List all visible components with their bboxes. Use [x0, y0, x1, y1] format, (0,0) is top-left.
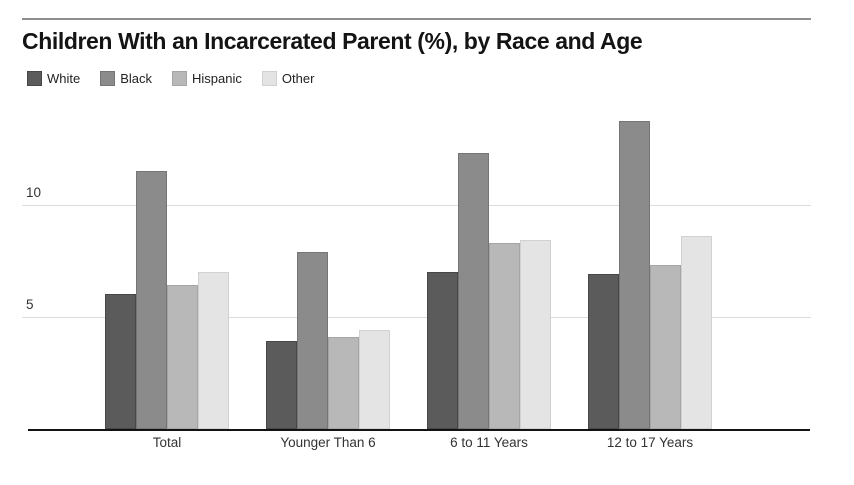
legend-label-black: Black — [120, 71, 153, 86]
legend-label-hispanic: Hispanic — [192, 71, 242, 86]
bar-total-black — [136, 171, 167, 429]
legend-label-white: White — [47, 71, 81, 86]
bar-total-hispanic — [167, 285, 198, 429]
legend-swatch-white — [27, 71, 42, 86]
bar-younger-than-6-black — [297, 252, 328, 429]
bar-younger-than-6-other — [359, 330, 390, 429]
x-axis-category-label-younger-than-6: Younger Than 6 — [280, 435, 376, 450]
x-axis-line — [28, 429, 810, 431]
bar-12-to-17-years-other — [681, 236, 712, 429]
chart-title: Children With an Incarcerated Parent (%)… — [22, 28, 643, 54]
legend-swatch-other — [261, 71, 277, 86]
y-axis-tick-label-10: 10 — [26, 185, 42, 200]
bar-6-to-11-years-black — [458, 153, 489, 429]
bar-6-to-11-years-hispanic — [489, 243, 520, 429]
y-axis-tick-label-5: 5 — [26, 297, 34, 312]
legend-label-other: Other — [281, 71, 315, 86]
gridline-10 — [22, 205, 811, 206]
bar-younger-than-6-hispanic — [328, 337, 359, 429]
bar-12-to-17-years-black — [619, 121, 650, 429]
legend-item-hispanic: Hispanic — [172, 71, 242, 86]
legend-swatch-black — [100, 71, 116, 86]
legend-swatch-hispanic — [172, 71, 188, 86]
bar-12-to-17-years-white — [588, 274, 619, 429]
top-rule-divider — [22, 18, 811, 20]
x-axis-category-label-6-to-11-years: 6 to 11 Years — [450, 435, 528, 450]
bar-total-white — [105, 294, 136, 429]
bar-6-to-11-years-white — [427, 272, 458, 429]
bar-younger-than-6-white — [266, 341, 297, 429]
bar-total-other — [198, 272, 229, 429]
x-axis-category-label-12-to-17-years: 12 to 17 Years — [606, 435, 694, 450]
legend-item-white: White — [27, 71, 80, 86]
bar-12-to-17-years-hispanic — [650, 265, 681, 429]
gridline-5 — [22, 317, 811, 318]
bar-6-to-11-years-other — [520, 240, 551, 429]
legend-item-other: Other — [261, 71, 315, 86]
x-axis-category-label-total: Total — [152, 435, 182, 450]
legend: White Black Hispanic Other — [27, 71, 314, 86]
legend-item-black: Black — [100, 71, 152, 86]
